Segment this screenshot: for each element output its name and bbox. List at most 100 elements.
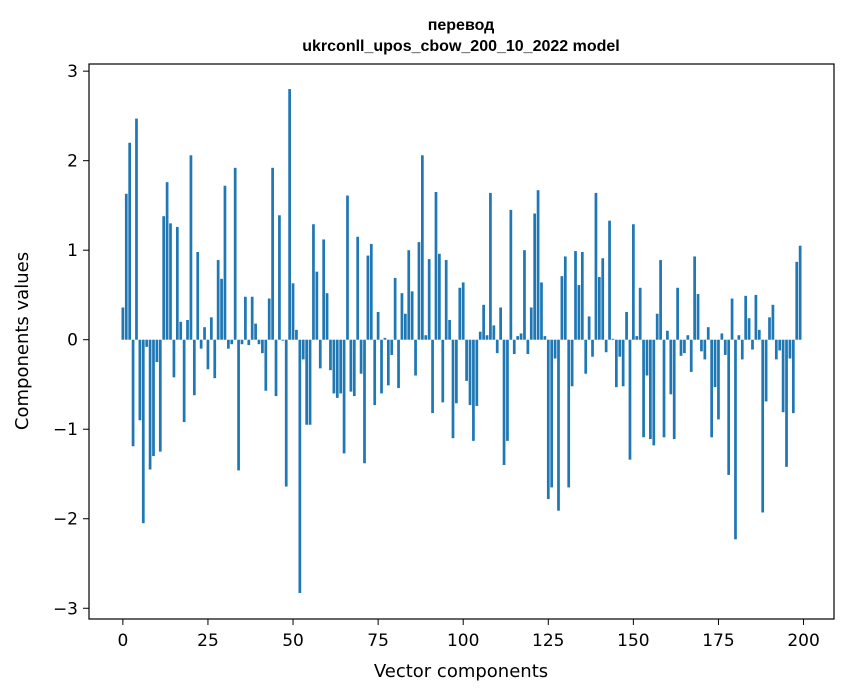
bar-59: [322, 239, 326, 340]
bar-165: [683, 339, 686, 354]
bar-75: [376, 311, 380, 340]
bar-164: [679, 339, 683, 356]
bar-166: [686, 335, 690, 340]
bar-123: [540, 282, 543, 340]
bar-33: [233, 167, 237, 340]
bar-85: [410, 291, 414, 340]
x-axis-ticks: 0 25 50 75 100 125 150 175 200: [117, 619, 820, 651]
bar-124: [543, 336, 547, 340]
bar-80: [393, 277, 397, 340]
bar-190: [768, 317, 771, 340]
bar-58: [318, 339, 322, 369]
x-tick-label: 75: [367, 631, 389, 651]
bar-26: [209, 317, 213, 340]
bar-187: [757, 329, 761, 340]
bar-8: [148, 339, 152, 470]
bar-79: [390, 339, 394, 355]
bar-163: [676, 287, 679, 340]
bar-150: [632, 224, 635, 340]
bar-99: [458, 287, 462, 340]
bar-81: [397, 339, 400, 389]
bar-83: [403, 313, 407, 340]
bar-102: [468, 339, 472, 406]
bar-72: [366, 255, 370, 340]
bar-78: [386, 339, 390, 386]
bar-179: [730, 298, 734, 340]
bar-101: [465, 339, 468, 381]
bar-66: [346, 195, 349, 340]
bar-194: [781, 339, 785, 413]
bar-25: [206, 339, 210, 370]
x-tick-label: 200: [787, 631, 819, 651]
bar-68: [352, 339, 356, 397]
bar-6: [141, 339, 145, 524]
bar-127: [553, 339, 557, 359]
y-axis-ticks: −3 −2 −1 0 1 2 3: [53, 62, 89, 619]
bar-23: [199, 339, 203, 349]
bar-191: [771, 304, 775, 340]
bar-110: [495, 339, 499, 354]
bar-28: [216, 260, 220, 340]
bar-142: [604, 339, 608, 353]
bar-162: [672, 339, 676, 440]
bar-97: [451, 339, 455, 439]
bar-82: [400, 293, 404, 340]
bar-24: [203, 327, 206, 340]
bar-173: [710, 339, 714, 438]
bar-0: [121, 307, 125, 340]
bar-51: [295, 329, 298, 340]
bar-181: [737, 335, 741, 340]
bar-153: [642, 339, 645, 438]
bar-109: [492, 325, 496, 340]
y-tick-label: −3: [53, 599, 78, 619]
bar-4: [135, 118, 138, 340]
bar-36: [244, 296, 247, 340]
bar-183: [744, 295, 748, 340]
bar-158: [659, 260, 662, 340]
bar-37: [247, 339, 251, 346]
bar-143: [608, 220, 611, 340]
bar-129: [560, 276, 564, 340]
bar-52: [298, 339, 302, 594]
bar-140: [597, 277, 601, 340]
bar-65: [342, 339, 346, 454]
bar-115: [512, 339, 516, 355]
bar-15: [172, 339, 176, 378]
bar-126: [550, 339, 554, 488]
y-tick-label: 1: [67, 241, 78, 261]
bar-132: [570, 339, 574, 387]
bar-44: [271, 167, 274, 340]
bar-1: [124, 193, 128, 340]
bar-29: [220, 278, 223, 340]
bar-90: [427, 259, 431, 340]
bar-39: [254, 323, 257, 340]
bar-134: [577, 285, 581, 340]
bar-69: [356, 236, 360, 340]
bar-103: [472, 339, 475, 441]
bar-92: [434, 192, 438, 340]
bar-107: [485, 335, 489, 340]
bar-96: [448, 320, 451, 340]
y-tick-label: 0: [67, 331, 78, 351]
bar-70: [359, 339, 363, 374]
bar-42: [264, 339, 268, 391]
bar-27: [213, 339, 217, 379]
y-tick-label: 2: [67, 152, 78, 172]
bar-160: [666, 330, 669, 340]
bar-87: [417, 242, 421, 340]
bar-170: [700, 339, 703, 352]
bar-114: [509, 209, 513, 340]
plot-frame: [88, 63, 835, 620]
bar-159: [662, 339, 666, 438]
y-axis-label: Components values: [12, 252, 33, 430]
bar-91: [431, 339, 434, 414]
bar-98: [455, 339, 458, 404]
bar-138: [591, 339, 594, 357]
bar-48: [284, 339, 288, 487]
bar-63: [335, 339, 339, 398]
y-tick-label: −1: [53, 420, 78, 440]
bar-12: [162, 216, 166, 340]
bar-20: [189, 155, 193, 340]
bar-184: [747, 318, 751, 340]
